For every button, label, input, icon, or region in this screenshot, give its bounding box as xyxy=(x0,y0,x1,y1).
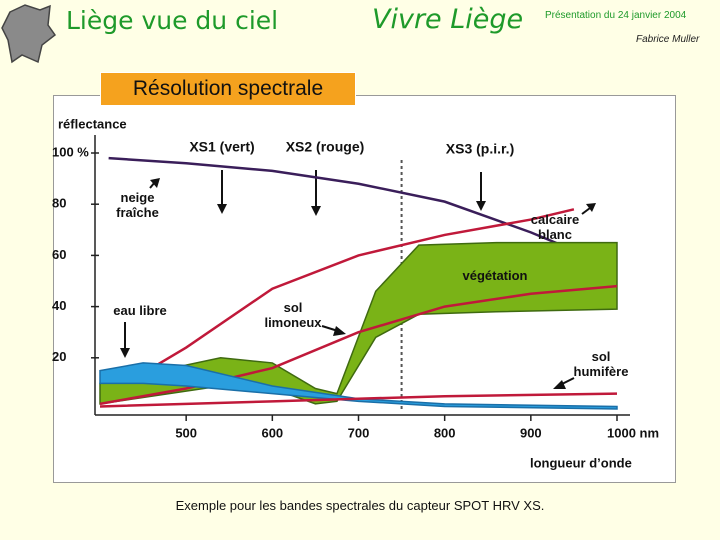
date: Présentation du 24 janvier 2004 xyxy=(545,10,687,21)
section-title: Résolution spectrale xyxy=(100,72,356,106)
y-axis-title: réflectance xyxy=(58,116,127,131)
x-tick-label: 500 xyxy=(175,425,197,440)
series-label: végétation xyxy=(462,268,528,283)
x-axis-title: longueur d’onde xyxy=(530,455,632,470)
series-label: neige fraîche xyxy=(116,190,159,220)
band-label: XS3 (p.i.r.) xyxy=(446,141,514,157)
slide-title: Liège vue du ciel xyxy=(66,6,279,35)
band-area xyxy=(99,362,618,410)
curve xyxy=(99,208,575,400)
band-label: XS1 (vert) xyxy=(189,139,254,155)
series-label: sol limoneux xyxy=(264,300,322,330)
x-tick-label: 1000 nm xyxy=(607,425,659,440)
logo xyxy=(1,4,57,64)
series-label: calcaire blanc xyxy=(530,212,580,242)
band-label: XS2 (rouge) xyxy=(286,139,365,155)
y-tick-label: 20 xyxy=(52,349,66,364)
series-label: eau libre xyxy=(113,303,167,318)
author: Fabrice Muller xyxy=(636,34,700,45)
x-tick-label: 900 xyxy=(520,425,542,440)
y-tick-label: 100 % xyxy=(52,144,89,159)
y-tick-label: 40 xyxy=(52,298,66,313)
curve xyxy=(99,392,618,408)
x-tick-label: 800 xyxy=(434,425,456,440)
arrows xyxy=(120,170,596,389)
slide-subtitle: Vivre Liège xyxy=(372,4,524,35)
caption: Exemple pour les bandes spectrales du ca… xyxy=(175,498,545,513)
series-label: sol humifère xyxy=(573,349,629,379)
x-tick-label: 600 xyxy=(261,425,283,440)
curve xyxy=(99,284,618,406)
y-tick-label: 60 xyxy=(52,247,66,262)
y-tick-label: 80 xyxy=(52,196,66,211)
x-tick-label: 700 xyxy=(348,425,370,440)
curve xyxy=(108,156,618,270)
